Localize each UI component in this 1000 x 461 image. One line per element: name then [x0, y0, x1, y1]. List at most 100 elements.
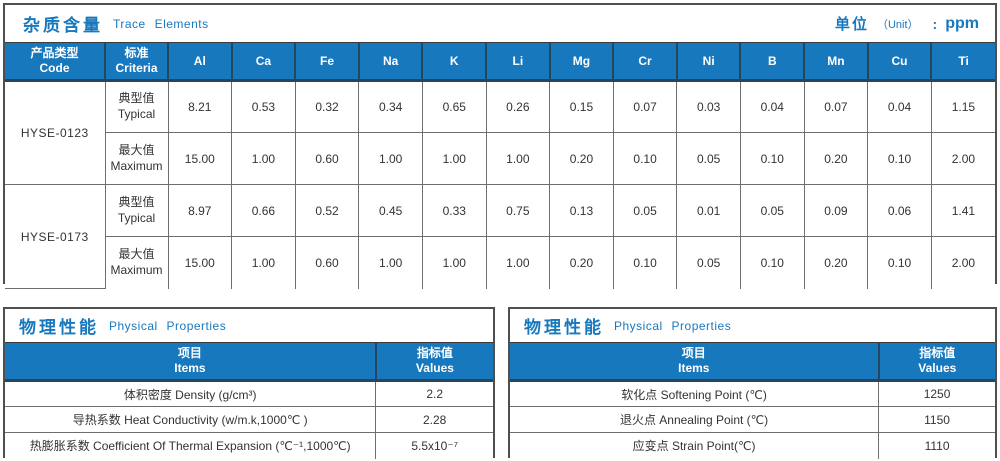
col-header-values-zh: 指标值 — [416, 346, 453, 360]
col-header-values-en: Values — [415, 361, 454, 375]
physical-properties-panel-right: 物理性能 Physical Properties 项目 Items 指标值 Va… — [508, 307, 997, 459]
value-cell: 1150 — [878, 406, 995, 433]
physical-properties-table-right: 项目 Items 指标值 Values 软化点 Softening Point … — [510, 342, 995, 459]
col-header-element-b: B — [739, 42, 805, 82]
criteria-maximum-zh: 最大值 — [118, 142, 155, 157]
item-cell: 应变点 Strain Point(℃) — [510, 432, 880, 459]
value-cell: 0.20 — [549, 132, 614, 185]
criteria-maximum-en: Maximum — [110, 158, 163, 173]
phys-right-title-en: Physical Properties — [614, 318, 732, 333]
value-cell: 0.60 — [294, 132, 360, 185]
value-cell: 0.10 — [612, 236, 678, 289]
value-cell: 0.20 — [549, 236, 614, 289]
criteria-cell-typical: 典型值 Typical — [104, 80, 169, 133]
col-header-element-cu: Cu — [866, 42, 932, 82]
col-header-element-al: Al — [167, 42, 232, 82]
col-header-code-en: Code — [39, 61, 70, 75]
value-cell: 2.28 — [375, 406, 493, 433]
col-header-values: 指标值 Values — [374, 342, 493, 382]
value-cell: 0.20 — [803, 236, 869, 289]
value-cell: 0.07 — [803, 80, 869, 133]
col-header-values-zh: 指标值 — [919, 346, 956, 360]
value-cell: 0.10 — [867, 132, 932, 185]
criteria-cell-maximum: 最大值 Maximum — [105, 236, 169, 289]
value-cell: 1.00 — [358, 132, 423, 185]
value-cell: 2.00 — [930, 132, 995, 185]
value-cell: 1110 — [878, 432, 995, 459]
table-row-strain-point: 应变点 Strain Point(℃) 1110 — [510, 432, 995, 459]
value-cell: 0.10 — [739, 132, 805, 185]
phys-left-title-zh: 物理性能 — [19, 318, 99, 337]
value-cell: 0.13 — [549, 184, 614, 237]
col-header-items-en: Items — [174, 361, 206, 375]
item-cell: 软化点 Softening Point (℃) — [510, 380, 880, 407]
value-cell: 1.00 — [421, 132, 487, 185]
col-header-values-en: Values — [918, 361, 957, 375]
value-cell: 0.65 — [421, 80, 487, 133]
value-cell: 1.00 — [358, 236, 423, 289]
value-cell: 1.00 — [421, 236, 487, 289]
trace-elements-panel: 杂质含量 Trace Elements 单位 （Unit） : ppm 产品类型… — [3, 3, 997, 289]
value-cell: 0.01 — [676, 184, 741, 237]
table-row-hyse0173-maximum: 最大值 Maximum 15.00 1.00 0.60 1.00 1.00 1.… — [5, 236, 995, 289]
product-code-cell: HYSE-0123 — [5, 80, 106, 185]
value-cell: 1.15 — [930, 80, 995, 133]
col-header-items-zh: 项目 — [177, 346, 202, 360]
value-cell: 0.53 — [231, 80, 296, 133]
value-cell: 0.05 — [676, 132, 741, 185]
value-cell: 2.00 — [930, 236, 995, 289]
col-header-element-cr: Cr — [612, 42, 677, 82]
trace-title-bar: 杂质含量 Trace Elements 单位 （Unit） : ppm — [5, 5, 995, 42]
value-cell: 0.10 — [739, 236, 805, 289]
value-cell: 0.75 — [485, 184, 551, 237]
physical-properties-table-left: 项目 Items 指标值 Values 体积密度 Density (g/cm³)… — [5, 342, 493, 459]
value-cell: 1.00 — [231, 236, 296, 289]
unit-indicator: 单位 （Unit） : ppm — [835, 5, 979, 42]
col-header-items: 项目 Items — [510, 342, 879, 382]
table-row-hyse0123-typical: HYSE-0123 典型值 Typical 8.21 0.53 0.32 0.3… — [5, 80, 995, 185]
criteria-typical-en: Typical — [117, 107, 156, 121]
trace-header-row: 产品类型 Code 标准 Criteria Al Ca Fe Na K Li M… — [5, 42, 995, 82]
value-cell: 0.45 — [358, 184, 423, 237]
table-row-hyse0123-maximum: 最大值 Maximum 15.00 1.00 0.60 1.00 1.00 1.… — [5, 132, 995, 185]
unit-value: ppm — [945, 14, 979, 32]
value-cell: 8.97 — [167, 184, 233, 237]
col-header-items-en: Items — [678, 361, 710, 375]
criteria-maximum-zh: 最大值 — [118, 247, 155, 262]
item-cell: 体积密度 Density (g/cm³) — [5, 380, 377, 407]
col-header-criteria-en: Criteria — [115, 61, 158, 75]
value-cell: 0.10 — [867, 236, 932, 289]
trace-elements-table: 产品类型 Code 标准 Criteria Al Ca Fe Na K Li M… — [5, 42, 995, 289]
col-header-element-ca: Ca — [230, 42, 296, 82]
value-cell: 2.2 — [375, 380, 493, 407]
value-cell: 1.41 — [930, 184, 995, 237]
col-header-element-k: K — [421, 42, 487, 82]
value-cell: 0.05 — [676, 236, 741, 289]
table-row-annealing-point: 退火点 Annealing Point (℃) 1150 — [510, 406, 995, 433]
criteria-cell-maximum: 最大值 Maximum — [105, 132, 169, 185]
unit-colon: : — [932, 15, 938, 32]
trace-title-en: Trace Elements — [113, 16, 209, 31]
col-header-element-li: Li — [485, 42, 550, 82]
value-cell: 0.04 — [867, 80, 932, 133]
value-cell: 0.07 — [612, 80, 678, 133]
value-cell: 0.52 — [294, 184, 360, 237]
value-cell: 1250 — [878, 380, 995, 407]
table-row-thermal-expansion: 热膨胀系数 Coefficient Of Thermal Expansion (… — [5, 432, 493, 459]
criteria-typical-zh: 典型值 — [118, 91, 155, 106]
phys-left-title-en: Physical Properties — [109, 318, 227, 333]
value-cell: 0.15 — [549, 80, 614, 133]
physical-properties-panel-left: 物理性能 Physical Properties 项目 Items 指标值 Va… — [3, 307, 495, 459]
unit-label-zh: 单位 — [834, 16, 869, 33]
table-row-density: 体积密度 Density (g/cm³) 2.2 — [5, 380, 493, 407]
col-header-criteria-zh: 标准 — [124, 46, 149, 60]
table-row-hyse0173-typical: HYSE-0173 典型值 Typical 8.97 0.66 0.52 0.4… — [5, 184, 995, 289]
col-header-items: 项目 Items — [5, 342, 376, 382]
product-code-cell: HYSE-0173 — [5, 184, 106, 289]
value-cell: 8.21 — [167, 80, 233, 133]
criteria-cell-typical: 典型值 Typical — [104, 184, 169, 237]
criteria-maximum-en: Maximum — [110, 262, 163, 277]
col-header-element-mn: Mn — [803, 42, 868, 82]
col-header-items-zh: 项目 — [681, 346, 706, 360]
table-row-softening-point: 软化点 Softening Point (℃) 1250 — [510, 380, 995, 407]
